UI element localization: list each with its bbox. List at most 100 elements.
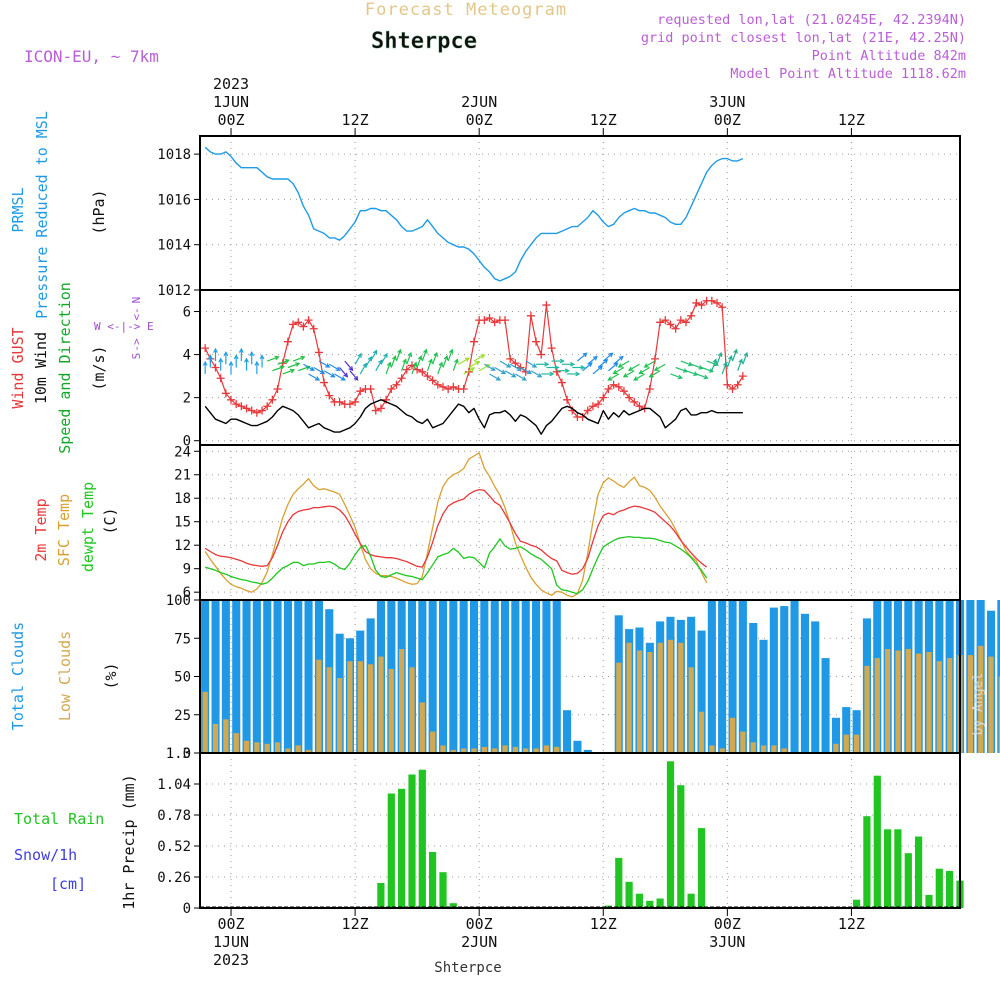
- gust-marker: [563, 395, 572, 404]
- gust-marker: [320, 378, 329, 387]
- low-cloud-bar: [833, 743, 839, 753]
- precip-panel: 0 0.26 0.52 0.78 1.04 1.3: [157, 746, 964, 917]
- wind-arrow: [515, 373, 527, 381]
- wind-arrow: [432, 352, 438, 365]
- wind-arrow: [370, 350, 378, 362]
- low-cloud-bar: [461, 748, 467, 753]
- low-cloud-bar: [843, 734, 849, 753]
- gust-marker: [645, 385, 654, 394]
- gust-marker: [718, 303, 727, 312]
- low-cloud-bar: [409, 667, 415, 753]
- wind-arrow: [654, 363, 666, 371]
- wind-arrow: [675, 366, 688, 373]
- wind-arrow-head: [554, 365, 560, 370]
- wind-arrow-head: [223, 351, 229, 357]
- gust-marker: [449, 382, 458, 391]
- low-cloud-bar: [202, 691, 208, 753]
- wind-arrow-head: [309, 366, 315, 371]
- wind-arrow: [437, 362, 443, 375]
- ytick-label: 15: [174, 515, 191, 531]
- panel-frame: [199, 752, 961, 909]
- gust-marker: [526, 311, 535, 320]
- wind-arrow: [602, 352, 613, 362]
- ytick-label: 24: [174, 444, 191, 460]
- gust-marker: [299, 322, 308, 331]
- wind-arrow: [313, 366, 325, 375]
- total-cloud-bar: [821, 658, 830, 753]
- wind-arrow: [696, 373, 708, 379]
- wind-arrow: [447, 349, 453, 362]
- low-cloud-bar: [388, 668, 394, 753]
- total-cloud-bar: [759, 639, 768, 753]
- total-cloud-bar: [563, 710, 572, 753]
- wind-arrow: [334, 373, 346, 381]
- wind-arrow-head: [708, 368, 714, 373]
- wind-arrow: [742, 352, 748, 365]
- rain-bar: [625, 881, 633, 908]
- gust-marker: [625, 393, 634, 402]
- ytick-label: 0.78: [157, 808, 191, 824]
- wind-arrow: [287, 362, 300, 369]
- wind-arrow: [690, 363, 703, 369]
- wind-arrow-head: [383, 352, 388, 358]
- total-cloud-bar: [480, 600, 489, 753]
- low-cloud-bar: [347, 661, 353, 753]
- total-cloud-bar: [718, 600, 727, 753]
- total-cloud-bar: [294, 600, 303, 753]
- wind-arrow-head: [516, 366, 522, 371]
- wind-arrow-head: [213, 347, 218, 353]
- wind-arrow-head: [549, 371, 555, 377]
- gust-marker: [371, 406, 380, 415]
- ytick-label: 1.3: [166, 746, 191, 762]
- bottom-tick-label: 00Z: [217, 915, 244, 933]
- gust-marker: [227, 395, 236, 404]
- low-cloud-bar: [967, 655, 973, 753]
- wind-arrow-head: [607, 376, 613, 381]
- low-cloud-bar: [926, 652, 932, 753]
- wind-arrow-head: [249, 351, 255, 357]
- clouds-low-label: Low Clouds: [56, 631, 74, 721]
- wind-arrow-head: [372, 349, 378, 355]
- wind-arrow-head: [612, 369, 618, 375]
- forecast-title: Forecast Meteogram: [365, 0, 567, 20]
- clouds-panel: 0 25 50 75 100: [166, 593, 1000, 762]
- wind-arrow-head: [728, 355, 733, 361]
- wind-arrow: [318, 360, 330, 368]
- temp-2m-label: 2m Temp: [32, 498, 50, 561]
- wind-arrow-head: [628, 366, 634, 371]
- ytick-label: 1016: [157, 192, 191, 208]
- low-cloud-bar: [626, 642, 632, 753]
- wind-arrow: [323, 370, 335, 378]
- wind-arrow: [618, 360, 630, 368]
- ytick-label: 100: [166, 593, 191, 609]
- pressure-line: [204, 146, 744, 282]
- rain-bar: [697, 828, 706, 908]
- top-tick-label: 3JUN: [709, 93, 745, 111]
- compass-south: S: [130, 353, 143, 360]
- gust-marker: [314, 348, 323, 357]
- wind-10m-line: [204, 399, 743, 435]
- ytick-label: 2: [183, 391, 191, 407]
- gust-marker: [599, 393, 608, 402]
- low-cloud-bar: [378, 656, 384, 753]
- low-cloud-bar: [864, 665, 870, 753]
- total-cloud-bar: [749, 623, 758, 753]
- low-cloud-bar: [554, 746, 560, 753]
- low-cloud-bar: [771, 745, 777, 753]
- low-cloud-bar: [988, 656, 994, 753]
- gust-marker: [661, 316, 670, 325]
- compass-arrow-down: ->: [130, 338, 143, 352]
- gust-marker: [697, 301, 706, 310]
- wind-arrow: [680, 360, 693, 366]
- gust-marker: [470, 337, 479, 346]
- wind-arrow-head: [490, 366, 496, 371]
- wind-arrow-head: [622, 372, 628, 378]
- rain-bar: [666, 761, 675, 908]
- low-cloud-bar: [709, 745, 715, 753]
- gust-marker: [604, 385, 613, 394]
- gust-marker: [542, 301, 551, 310]
- wind-arrow-head: [475, 360, 481, 366]
- rain-bar: [863, 816, 871, 908]
- total-cloud-bar: [800, 613, 809, 753]
- wind-arrow: [670, 373, 682, 379]
